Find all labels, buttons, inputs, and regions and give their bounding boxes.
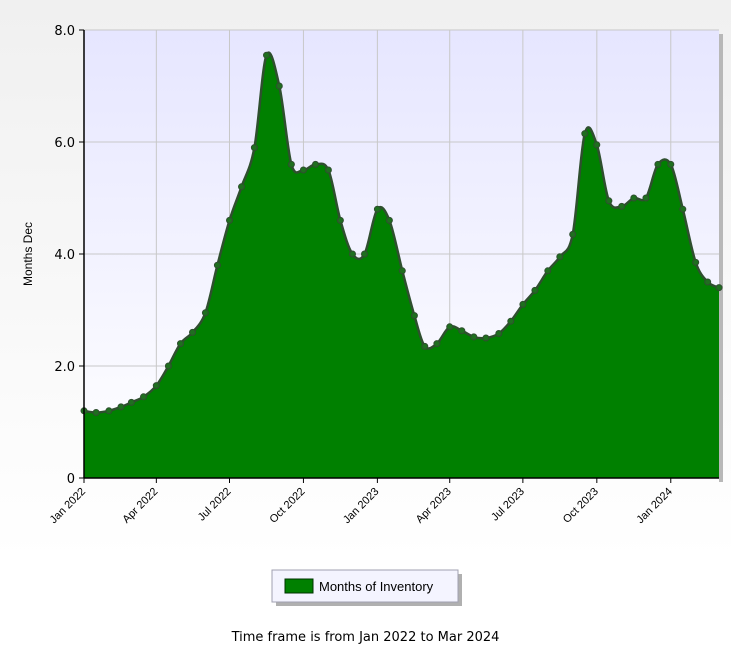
data-point (544, 267, 552, 275)
y-tick-labels: 0 2.0 4.0 6.0 8.0 (54, 24, 84, 487)
data-point (421, 342, 429, 350)
data-point (630, 194, 638, 202)
data-point (581, 130, 589, 138)
data-point (177, 340, 184, 348)
data-point (349, 250, 356, 258)
data-point (238, 183, 245, 191)
series-area-fill (84, 52, 719, 478)
data-point (189, 328, 196, 336)
data-point (605, 197, 613, 205)
legend-swatch (284, 578, 314, 594)
data-point (140, 393, 147, 401)
data-point (152, 382, 160, 390)
data-point (117, 403, 125, 411)
data-point (482, 334, 490, 342)
data-point (361, 250, 368, 258)
data-point (507, 317, 515, 325)
data-point (105, 407, 113, 415)
data-point (410, 312, 418, 320)
y-tick-label: 2.0 (54, 360, 75, 375)
data-point (164, 362, 172, 370)
data-point (569, 230, 577, 238)
data-point (213, 261, 221, 269)
y-tick-label: 8.0 (54, 24, 75, 39)
data-point (704, 278, 712, 286)
legend-label: Months of Inventory (319, 579, 434, 594)
data-point (642, 194, 650, 202)
data-point (446, 323, 454, 331)
y-tick-label: 4.0 (54, 248, 75, 263)
data-point (593, 141, 601, 149)
data-point (312, 160, 319, 168)
data-point (373, 205, 381, 213)
y-axis-title: Months Dec (21, 222, 35, 286)
data-point (667, 160, 675, 168)
data-point (715, 284, 723, 292)
data-point (531, 286, 539, 294)
data-point (275, 82, 283, 90)
data-point (324, 166, 332, 174)
plot-shadow-right (719, 34, 723, 482)
data-point (556, 253, 564, 261)
data-point (201, 309, 209, 317)
data-point (385, 216, 393, 224)
data-point (618, 202, 626, 210)
data-point (433, 340, 441, 348)
data-point (692, 258, 700, 266)
data-point (263, 51, 270, 59)
data-point (336, 216, 344, 224)
data-point (679, 205, 687, 213)
data-point (92, 409, 100, 416)
data-point (654, 160, 662, 168)
data-points-layer (80, 51, 723, 416)
data-point (458, 327, 466, 335)
data-point (250, 144, 258, 152)
data-point (398, 267, 406, 275)
data-point (226, 216, 233, 224)
data-point (519, 300, 527, 308)
y-tick-label: 6.0 (54, 136, 75, 151)
data-point (470, 333, 478, 341)
y-tick-label: 0 (67, 472, 75, 487)
data-point (127, 398, 135, 406)
data-point (495, 330, 503, 337)
data-point (287, 160, 295, 168)
time-frame-caption: Time frame is from Jan 2022 to Mar 2024 (231, 630, 500, 645)
legend: Months of Inventory (271, 569, 462, 606)
data-point (299, 166, 307, 174)
